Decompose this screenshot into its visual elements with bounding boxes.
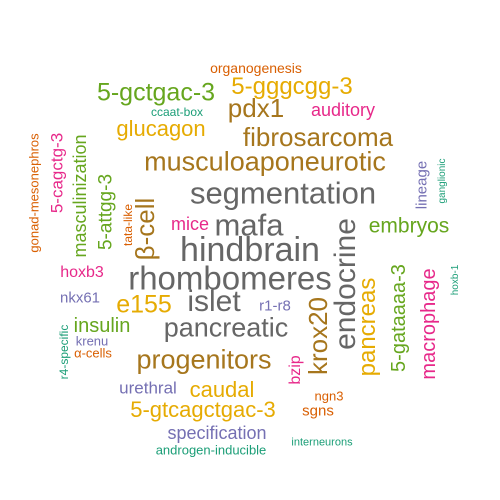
word-insulin: insulin (73, 315, 131, 337)
word-organogenesis: organogenesis (210, 60, 302, 76)
word-gonad-mesonephros: gonad-mesonephros (26, 133, 42, 253)
word-caudal: caudal (189, 377, 255, 402)
word-macrophage: macrophage (418, 268, 440, 380)
word-hoxb-1: hoxb-1 (450, 264, 461, 296)
word-krenu: krenu (75, 333, 109, 349)
word-interneurons: interneurons (291, 436, 353, 449)
word-masculinization: masculinization (70, 134, 90, 258)
word-e155: e155 (116, 290, 172, 319)
word-pancreatic: pancreatic (163, 312, 289, 343)
word-r4-specific: r4-specific (57, 324, 71, 380)
word-urethral: urethral (119, 378, 177, 398)
word-glucagon: glucagon (116, 116, 206, 141)
word-alpha-cells: α-cells (74, 345, 112, 361)
word-5-gggcgg-3: 5-gggcgg-3 (231, 73, 353, 100)
word-auditory: auditory (310, 100, 376, 120)
word-pancreas: pancreas (354, 277, 381, 377)
word-nkx61: nkx61 (59, 289, 101, 307)
word-progenitors: progenitors (136, 344, 272, 375)
word-musculoaponeurotic: musculoaponeurotic (144, 146, 386, 177)
word-embryos: embryos (368, 214, 450, 238)
word-androgen-inducible: androgen-inducible (155, 442, 267, 458)
word-hindbrain: hindbrain (180, 231, 320, 269)
word-5-gctgac-3: 5-gctgac-3 (96, 78, 216, 107)
word-ccaat-box: ccaat-box (150, 105, 204, 119)
word-mafa: mafa (214, 207, 284, 243)
word-specification: specification (167, 423, 267, 443)
word-5-cagctg-3: 5-cagctg-3 (47, 132, 67, 214)
word-mice: mice (170, 214, 210, 234)
word-rhombomeres: rhombomeres (128, 259, 332, 297)
word-fibrosarcoma: fibrosarcoma (242, 122, 394, 152)
word-pdx1: pdx1 (227, 93, 285, 123)
word-bzip: bzip (287, 355, 304, 385)
word-r1-r8: r1-r8 (259, 297, 291, 315)
word-segmentation: segmentation (189, 175, 377, 211)
word-5-gtcagctgac-3: 5-gtcagctgac-3 (130, 397, 276, 422)
word-hoxb3: hoxb3 (60, 264, 104, 281)
word-sgns: sgns (302, 402, 334, 420)
word-lineage: lineage (413, 160, 431, 210)
word-ngn3: ngn3 (314, 388, 344, 404)
word-beta-cell: β-cell (130, 197, 160, 261)
word-krox20: krox20 (303, 296, 333, 376)
word-ganglionic: ganglionic (437, 158, 448, 204)
word-5-gataaaa-3: 5-gataaaa-3 (388, 264, 410, 372)
word-islet: islet (187, 285, 241, 318)
word-5-attgg-3: 5-attgg-3 (95, 173, 117, 251)
